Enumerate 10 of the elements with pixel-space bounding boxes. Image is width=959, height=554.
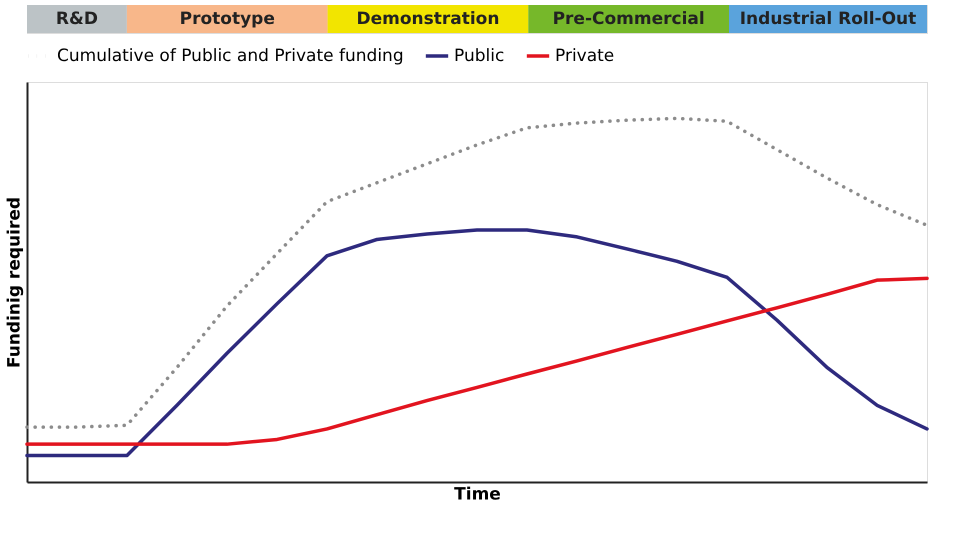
series-label: Pre-Commercial: [552, 9, 705, 29]
x-axis-title: Time: [454, 484, 501, 504]
legend-label: Public: [454, 46, 504, 66]
series-label: Industrial Roll-Out: [740, 9, 916, 29]
series-label: R&D: [56, 9, 98, 29]
legend-label: Private: [555, 46, 614, 66]
series-label: Prototype: [180, 9, 275, 29]
legend-label: Cumulative of Public and Private funding: [57, 46, 404, 66]
series-label: Demonstration: [356, 9, 500, 29]
y-axis-title: Fundinig required: [4, 196, 24, 368]
